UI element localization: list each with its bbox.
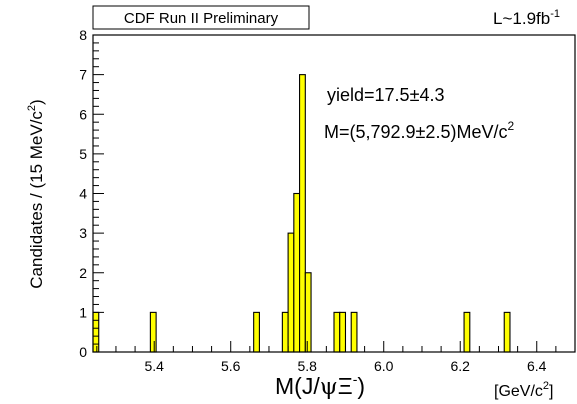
histogram-bar xyxy=(463,311,471,353)
x-tick-label: 5.4 xyxy=(144,358,164,374)
histogram-bar xyxy=(333,311,341,353)
y-tick-label: 5 xyxy=(79,146,87,162)
x-tick-label: 6.0 xyxy=(374,358,394,374)
histogram-bar xyxy=(281,311,289,353)
histogram-bar xyxy=(293,192,301,353)
histogram-bar xyxy=(149,311,157,353)
luminosity-label: L~1.9fb-1 xyxy=(493,8,560,28)
y-axis-label: Candidates / (15 MeV/c2) xyxy=(26,99,46,288)
x-axis-ticks: 5.4 5.6 5.8 6.0 6.2 6.4 xyxy=(96,341,576,374)
y-tick-label: 4 xyxy=(79,186,87,202)
y-tick-label: 2 xyxy=(79,265,87,281)
y-tick-label: 7 xyxy=(79,67,87,83)
y-tick-label: 6 xyxy=(79,106,87,122)
histogram-bars xyxy=(92,74,511,353)
experiment-label-box xyxy=(92,5,310,30)
x-axis-label: M(J/ψΞ-) xyxy=(275,371,365,400)
y-tick-label: 1 xyxy=(79,304,87,320)
histogram-bar xyxy=(304,272,312,353)
x-tick-label: 6.4 xyxy=(527,358,547,374)
y-tick-label: 0 xyxy=(79,344,87,360)
histogram-bar xyxy=(299,74,306,353)
x-axis-unit: [GeV/c2] xyxy=(494,380,553,400)
plot-frame xyxy=(92,34,576,353)
y-tick-label: 3 xyxy=(79,225,87,241)
x-tick-label: 6.2 xyxy=(451,358,471,374)
histogram-bar xyxy=(287,232,295,353)
x-tick-label: 5.8 xyxy=(297,358,317,374)
experiment-label: CDF Run II Preliminary xyxy=(124,10,279,27)
yield-annotation: yield=17.5±4.3 xyxy=(327,85,444,105)
mass-annotation: M=(5,792.9±2.5)MeV/c2 xyxy=(324,119,514,142)
plot-area: 0 1 2 3 4 5 6 7 8 5.4 5.6 5.8 6.0 6.2 6.4 xyxy=(79,27,576,374)
y-axis-ticks: 0 1 2 3 4 5 6 7 8 xyxy=(79,27,104,360)
histogram-bar xyxy=(253,311,260,353)
histogram-bar xyxy=(92,311,100,353)
x-tick-label: 5.6 xyxy=(221,358,241,374)
y-tick-label: 8 xyxy=(79,27,87,43)
histogram-bar xyxy=(350,311,358,353)
histogram-bar xyxy=(339,311,347,353)
histogram-bar xyxy=(503,311,511,353)
